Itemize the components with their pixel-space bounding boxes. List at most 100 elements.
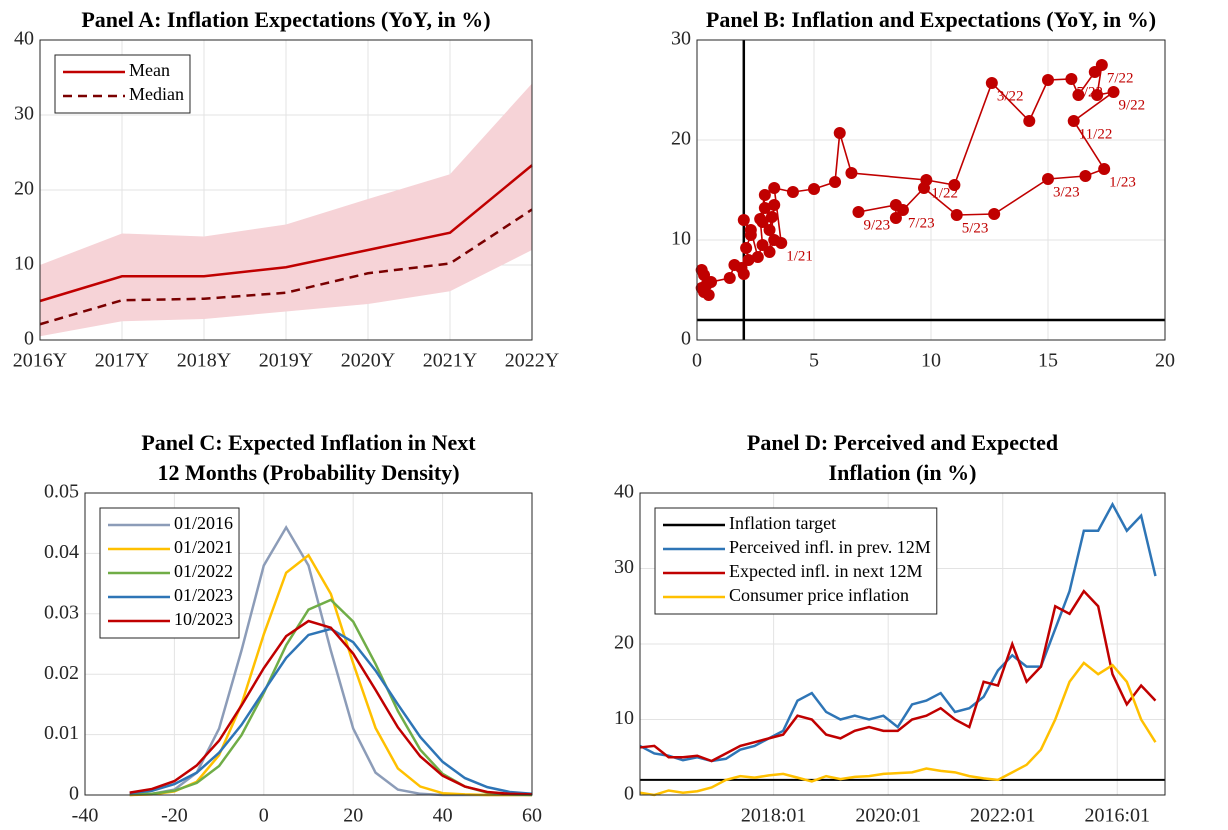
series-line <box>39 164 533 303</box>
point <box>723 272 736 284</box>
point <box>950 209 963 221</box>
y-tick-label: 0 <box>624 783 634 805</box>
panel-title: Panel B: Inflation and Expectations (YoY… <box>706 7 1156 32</box>
point <box>852 206 865 218</box>
panel-title: Inflation (in %) <box>829 460 977 485</box>
x-tick-label: 40 <box>433 805 453 827</box>
y-tick-label: 40 <box>614 481 634 503</box>
y-tick-label: 30 <box>14 103 34 125</box>
point-label: 11/22 <box>1079 126 1113 142</box>
legend-label: 01/2023 <box>174 585 233 605</box>
point-label: 1/21 <box>786 248 813 264</box>
point <box>763 246 776 258</box>
legend-label: Expected infl. in next 12M <box>729 561 922 581</box>
legend-label: Consumer price inflation <box>729 585 909 605</box>
panel-title: Panel C: Expected Inflation in Next <box>141 430 476 455</box>
point <box>737 214 750 226</box>
y-tick-label: 20 <box>614 632 634 654</box>
x-tick-label: 20 <box>343 805 363 827</box>
axes-box <box>39 39 533 341</box>
point <box>742 254 755 266</box>
x-tick-label: 2020:01 <box>855 805 921 827</box>
point <box>695 264 708 276</box>
point <box>808 183 820 195</box>
x-tick-label: 2016:01 <box>1084 805 1150 827</box>
point <box>833 127 846 139</box>
series-line <box>639 501 1157 763</box>
point <box>988 208 1001 220</box>
x-tick-label: 2021Y <box>423 350 477 372</box>
y-tick-label: 0 <box>69 783 79 805</box>
y-tick-label: 30 <box>614 556 634 578</box>
y-tick-label: 10 <box>671 228 691 250</box>
point <box>698 286 711 298</box>
legend-label: 01/2022 <box>174 561 233 581</box>
series-line <box>129 619 533 796</box>
point-label: 9/23 <box>863 217 890 233</box>
y-tick-label: 0.01 <box>44 722 79 744</box>
series-line <box>639 661 1157 797</box>
x-tick-label: 20 <box>1155 350 1175 372</box>
point <box>744 224 757 236</box>
point <box>756 216 769 228</box>
y-tick-label: 20 <box>14 178 34 200</box>
y-tick-label: 30 <box>671 28 691 50</box>
point <box>737 268 750 280</box>
axes-box <box>696 39 1166 341</box>
y-tick-label: 0.02 <box>44 662 79 684</box>
legend-label: Perceived infl. in prev. 12M <box>729 537 931 557</box>
point-label: 5/23 <box>962 220 989 236</box>
x-tick-label: 2022Y <box>505 350 559 372</box>
point <box>1067 115 1080 127</box>
x-tick-label: 15 <box>1038 350 1058 372</box>
x-tick-label: -40 <box>72 805 99 827</box>
x-tick-label: 2018Y <box>177 350 231 372</box>
point <box>705 276 718 288</box>
y-tick-label: 0 <box>24 328 34 350</box>
point-label: 7/23 <box>908 215 935 231</box>
point <box>1042 173 1054 185</box>
series-line <box>639 589 1157 763</box>
x-tick-label: -20 <box>161 805 188 827</box>
point <box>765 211 778 223</box>
point <box>985 77 998 89</box>
point <box>829 176 842 188</box>
x-tick-label: 10 <box>921 350 941 372</box>
point <box>768 199 781 211</box>
point <box>1042 74 1054 86</box>
legend-label: Mean <box>129 60 170 80</box>
point <box>917 182 930 194</box>
axes-box <box>639 492 1166 796</box>
point <box>1095 59 1108 71</box>
y-tick-label: 0.05 <box>44 481 79 503</box>
y-tick-label: 0.03 <box>44 601 79 623</box>
y-tick-label: 10 <box>614 707 634 729</box>
x-tick-label: 2018:01 <box>741 805 807 827</box>
x-tick-label: 2019Y <box>259 350 313 372</box>
point <box>1072 89 1085 101</box>
point <box>1023 115 1036 127</box>
x-tick-label: 2016Y <box>13 350 67 372</box>
point <box>768 182 781 194</box>
panel-title: Panel A: Inflation Expectations (YoY, in… <box>81 7 490 32</box>
point <box>1098 163 1111 175</box>
x-tick-label: 2017Y <box>95 350 149 372</box>
legend-label: 01/2021 <box>174 537 233 557</box>
x-tick-label: 0 <box>259 805 269 827</box>
point <box>775 237 788 249</box>
y-tick-label: 0.04 <box>44 541 79 563</box>
y-tick-label: 20 <box>671 128 691 150</box>
point <box>845 167 858 179</box>
point <box>1079 170 1092 182</box>
point <box>1065 73 1078 85</box>
point <box>948 179 961 191</box>
point-label: 1/23 <box>1109 174 1136 190</box>
y-tick-label: 0 <box>681 328 691 350</box>
x-tick-label: 60 <box>522 805 542 827</box>
x-tick-label: 2020Y <box>341 350 395 372</box>
x-tick-label: 0 <box>692 350 702 372</box>
y-tick-label: 10 <box>14 253 34 275</box>
